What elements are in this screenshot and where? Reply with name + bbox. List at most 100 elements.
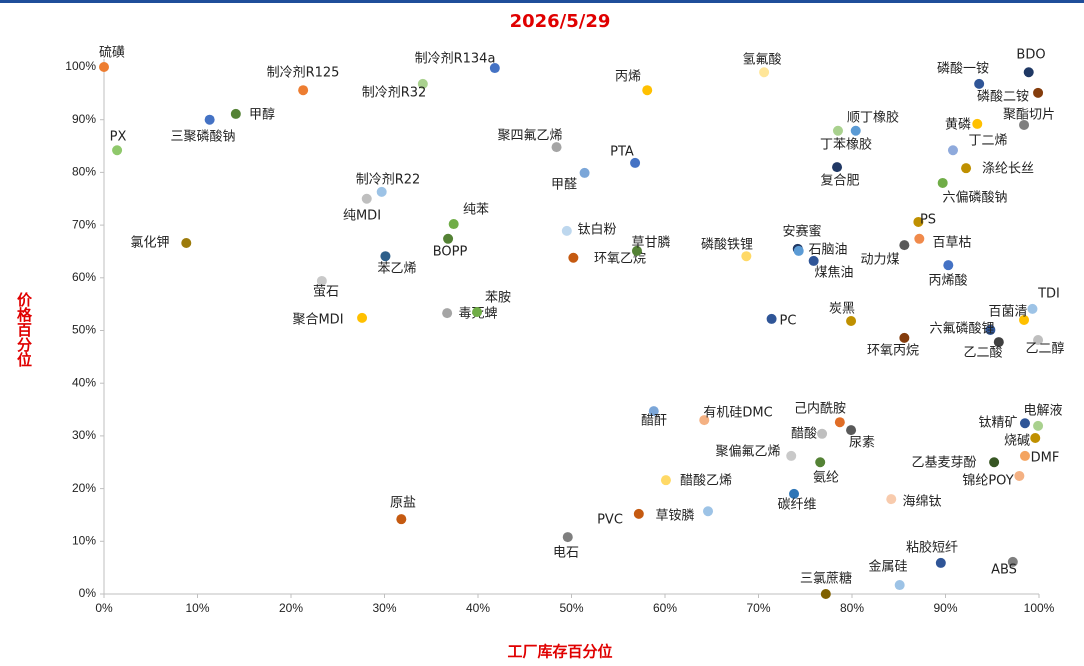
point (947, 145, 958, 156)
point-label: 磷酸铁锂 (701, 238, 753, 253)
point (703, 506, 714, 517)
point-label: PVC (597, 513, 623, 528)
point (376, 186, 387, 197)
point-label: 钛精矿 (978, 416, 1017, 431)
point-label: 钛白粉 (577, 222, 616, 238)
point-label: TDI (1037, 287, 1060, 302)
point (1007, 556, 1018, 567)
point-label: 尿素 (849, 436, 875, 451)
point (832, 125, 843, 136)
point (817, 428, 828, 439)
point-label: 聚偏氟乙烯 (715, 445, 780, 460)
y-tick-label: 20% (72, 481, 96, 495)
point-label: 锦纶POY (962, 474, 1013, 489)
point (815, 457, 826, 468)
point (985, 324, 996, 335)
point-label: 丁苯橡胶 (820, 137, 872, 153)
point (298, 85, 309, 96)
point (850, 125, 861, 136)
point (1030, 433, 1041, 444)
point-label: PC (780, 314, 797, 329)
point-label: 甲醇 (249, 107, 275, 123)
point (846, 425, 857, 436)
point (442, 308, 453, 319)
x-tick-label: 40% (466, 601, 490, 615)
x-tick-label: 60% (653, 601, 677, 615)
point-label: 烧碱 (1004, 434, 1030, 449)
point (808, 255, 819, 266)
point (846, 316, 857, 327)
point (448, 219, 459, 230)
point-label: 黄磷 (945, 118, 971, 133)
point (561, 225, 572, 236)
point (699, 415, 710, 426)
point (396, 514, 407, 525)
point-label: 丙烯酸 (928, 274, 967, 289)
point (562, 532, 573, 543)
point (914, 233, 925, 244)
point (789, 488, 800, 499)
point-label: 乙二酸 (963, 346, 1002, 361)
point-label: 石脑油 (808, 243, 847, 258)
y-tick-label: 70% (72, 217, 96, 231)
point-label: 环氧乙烷 (594, 252, 646, 267)
point (766, 313, 777, 324)
point (894, 580, 905, 591)
point (642, 85, 653, 96)
point (112, 145, 123, 156)
point-label: 六氟磷酸锂 (929, 322, 994, 337)
point (741, 251, 752, 262)
y-tick-label: 30% (72, 428, 96, 442)
point (913, 216, 924, 227)
point (937, 177, 948, 188)
point (660, 475, 671, 486)
point (993, 337, 1004, 348)
point-label: 醋酸 (791, 426, 817, 442)
point (630, 157, 641, 168)
point (899, 240, 910, 251)
x-tick-label: 30% (372, 601, 396, 615)
point-label: 聚酯切片 (1003, 108, 1055, 123)
point (99, 62, 109, 72)
point-label: 炭黑 (829, 302, 855, 317)
point-label: 安赛蜜 (782, 224, 821, 240)
point (943, 260, 954, 271)
point (1019, 314, 1030, 325)
point-label: 硫磺 (99, 46, 125, 61)
chart-title: 2026/5/29 (510, 11, 611, 32)
point (633, 508, 644, 519)
point-label: 环氧丙烷 (867, 344, 919, 359)
y-tick-label: 90% (72, 112, 96, 126)
point (380, 251, 391, 262)
y-axis-label: 价格百分位 (15, 292, 33, 367)
point-label: 煤焦油 (814, 266, 853, 281)
point-label: ABS (991, 563, 1017, 578)
point-label: 原盐 (390, 496, 416, 511)
point (834, 417, 845, 428)
point-label: BOPP (433, 245, 468, 260)
point-label: 有机硅DMC (703, 406, 772, 421)
point-label: 醋酸乙烯 (680, 473, 732, 489)
point-label: 乙基麦芽酚 (911, 456, 976, 471)
point (820, 589, 831, 599)
point (899, 332, 910, 343)
point-label: 纯苯 (463, 203, 489, 218)
point-label: 制冷剂R32 (362, 86, 427, 101)
point-label: PTA (610, 145, 634, 160)
point (1033, 87, 1044, 98)
point (989, 457, 1000, 468)
point-label: 萤石 (313, 285, 339, 300)
point (1033, 334, 1044, 345)
point (832, 162, 843, 173)
point-label: 苯乙烯 (377, 262, 416, 277)
point-label: 甲醛 (551, 177, 577, 193)
point-label: 制冷剂R22 (356, 173, 421, 188)
top-border (0, 0, 1084, 3)
point (1019, 450, 1030, 461)
point-label: 磷酸一铵 (937, 62, 989, 77)
y-tick-label: 40% (72, 375, 96, 389)
point-label: 丁二烯 (968, 134, 1007, 149)
point-label: 乙二醇 (1025, 341, 1064, 357)
point-label: 制冷剂R134a (415, 52, 496, 67)
x-tick-label: 20% (279, 601, 303, 615)
